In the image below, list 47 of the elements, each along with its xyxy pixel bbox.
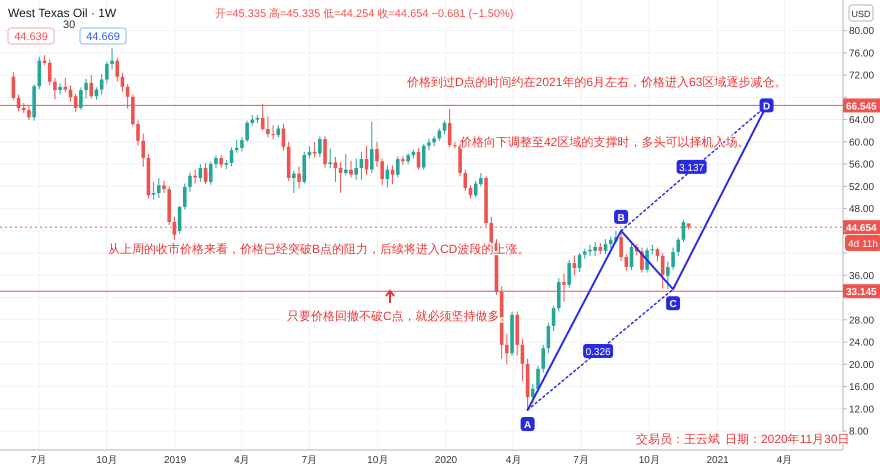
- annotation: A: [524, 420, 532, 431]
- ref-line-label: 44.654: [846, 223, 878, 234]
- text: 4d 11h: [848, 239, 878, 250]
- text: USD: [851, 9, 871, 19]
- x-tick-label: 4月: [776, 455, 792, 466]
- annotation: 价格到过D点的时间约在2021年的6月左右，价格进入63区域逐步减仓。: [406, 75, 786, 89]
- x-tick-label: 10月: [638, 455, 660, 466]
- y-tick-label: 36.00: [849, 270, 874, 282]
- annotation: 44.639: [14, 31, 48, 43]
- y-tick-label: 76.00: [849, 48, 874, 60]
- x-tick-label: 4月: [506, 455, 522, 466]
- annotation: 30: [63, 19, 76, 31]
- x-tick-label: 7月: [30, 455, 46, 466]
- text: West Texas Oil · 1W: [8, 6, 117, 20]
- text: 开=45.335 高=45.335 低=44.254 收=44.654 −0.681 (−1.50%): [215, 7, 514, 20]
- y-tick-label: 64.00: [849, 115, 874, 126]
- y-tick-label: 80.00: [849, 26, 874, 38]
- y-tick-label: 56.00: [849, 160, 874, 171]
- y-tick-label: 60.00: [849, 137, 874, 148]
- y-tick-label: 52.00: [849, 182, 874, 193]
- ref-line-label: 33.145: [846, 287, 878, 298]
- y-tick-label: 28.00: [849, 315, 874, 326]
- y-tick-label: 8.00: [849, 426, 869, 438]
- annotation: B: [618, 212, 625, 224]
- x-tick-label: 10月: [367, 455, 388, 466]
- y-tick-label: 20.00: [849, 360, 874, 371]
- x-tick-label: 10月: [96, 455, 118, 466]
- x-tick-label: 7月: [573, 455, 589, 466]
- x-tick-label: 2021: [706, 455, 730, 466]
- annotation: C: [669, 299, 677, 310]
- ref-line-label: 66.545: [846, 101, 878, 112]
- y-tick-label: 24.00: [849, 338, 874, 349]
- y-tick-label: 16.00: [849, 382, 874, 394]
- annotation: 价格向下调整至42区域的支撑时，多头可以择机入场。: [459, 135, 750, 149]
- annotation: 3.137: [679, 162, 705, 174]
- annotation: 日期：2020年11月30日: [725, 432, 850, 446]
- y-tick-label: 72.00: [849, 70, 874, 82]
- y-tick-label: 48.00: [849, 204, 874, 216]
- x-tick-label: 2020: [434, 455, 458, 466]
- x-tick-label: 4月: [234, 455, 250, 466]
- y-tick-label: 12.00: [849, 404, 874, 416]
- annotation: D: [762, 101, 770, 112]
- annotation: 交易员：王云斌: [636, 432, 720, 446]
- annotation: 44.669: [86, 31, 120, 43]
- annotation: 0.326: [586, 346, 612, 358]
- x-tick-label: 2019: [164, 455, 187, 466]
- x-tick-label: 7月: [302, 455, 318, 466]
